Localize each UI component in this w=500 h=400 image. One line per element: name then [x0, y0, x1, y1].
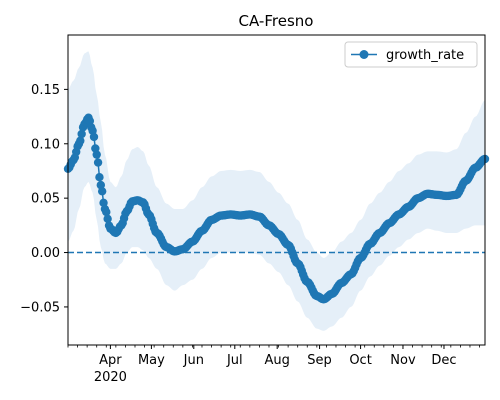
growth-rate-point — [93, 158, 103, 167]
growth-rate-point — [89, 132, 99, 142]
y-tick-label: 0.15 — [31, 83, 60, 98]
x-tick-label: Aug — [264, 353, 289, 368]
x-tick-label: Dec — [431, 353, 456, 368]
growth-rate-series-layer — [63, 113, 490, 304]
x-tick-label: Nov — [390, 353, 416, 368]
confidence-band — [68, 51, 485, 331]
x-axis: Apr 2020 May Jun Jul Aug Sep Oct Nov Dec — [67, 345, 480, 385]
x-tick-label: Jun — [183, 353, 204, 368]
x-tick-label: Jul — [226, 353, 243, 368]
growth-rate-point — [102, 207, 111, 217]
growth-rate-point — [76, 136, 85, 145]
x-tick-label: May — [138, 353, 165, 368]
legend-marker-swatch — [359, 50, 369, 59]
y-tick-label: 0.05 — [31, 192, 60, 207]
y-tick-label: 0.10 — [31, 137, 60, 152]
legend: growth_rate — [344, 41, 478, 68]
y-tick-label: −0.05 — [20, 300, 60, 315]
growth-rate-point — [92, 150, 101, 159]
growth-rate-point — [77, 129, 86, 139]
x-tick-year-label: 2020 — [94, 370, 127, 385]
legend-box — [344, 41, 478, 68]
plot-frame — [67, 34, 486, 346]
growth-rate-point — [97, 187, 107, 196]
y-axis: −0.05 0.00 0.05 0.10 0.15 — [20, 83, 68, 315]
x-tick-label: Oct — [349, 353, 371, 368]
growth-rate-point — [95, 173, 104, 182]
x-tick-label: Apr — [99, 353, 122, 368]
y-tick-label: 0.00 — [31, 246, 60, 261]
x-tick-label: Sep — [307, 353, 332, 368]
legend-label-growth-rate: growth_rate — [386, 48, 464, 63]
growth-rate-point — [103, 214, 112, 224]
chart-title: CA-Fresno — [239, 12, 314, 30]
growth-rate-point — [85, 116, 95, 126]
confidence-band-layer — [68, 51, 485, 331]
